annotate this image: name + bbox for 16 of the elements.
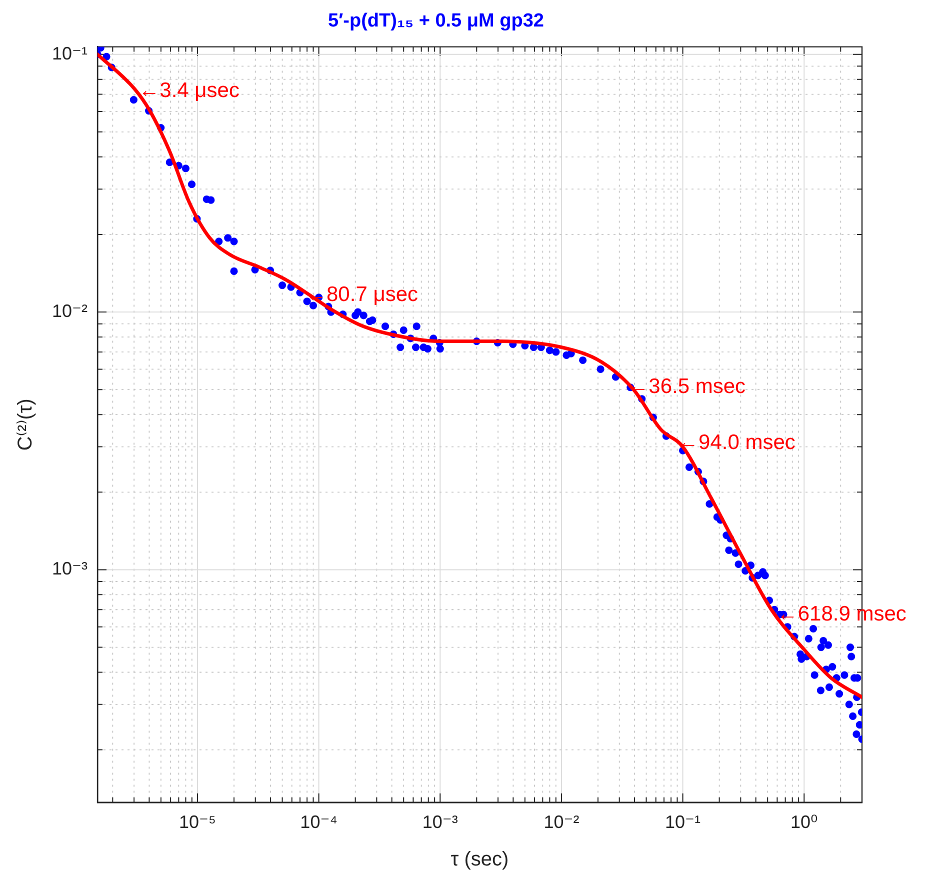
y-tick-label: 10⁻³ xyxy=(52,558,88,579)
annotation: ←94.0 msec xyxy=(678,430,796,454)
annotation: ←3.4 μsec xyxy=(138,78,240,102)
x-tick-label: 10⁻⁴ xyxy=(300,812,338,832)
annotation: ←80.7 μsec xyxy=(306,283,418,306)
chart-title: 5′-p(dT)₁₅ + 0.5 μM gp32 xyxy=(328,10,544,32)
y-tick-label: 10⁻¹ xyxy=(52,43,88,64)
x-tick-label: 10⁻² xyxy=(544,812,580,832)
x-tick-label: 10⁻³ xyxy=(422,812,458,832)
x-tick-label: 10⁰ xyxy=(790,812,818,832)
x-tick-label: 10⁻¹ xyxy=(665,812,701,832)
x-axis-title: τ (sec) xyxy=(450,848,509,871)
y-axis-title: C⁽²⁾(τ) xyxy=(14,398,37,451)
x-tick-label: 10⁻⁵ xyxy=(178,812,216,832)
y-tick-label: 10⁻² xyxy=(52,301,88,322)
annotation: ←36.5 msec xyxy=(628,375,746,398)
